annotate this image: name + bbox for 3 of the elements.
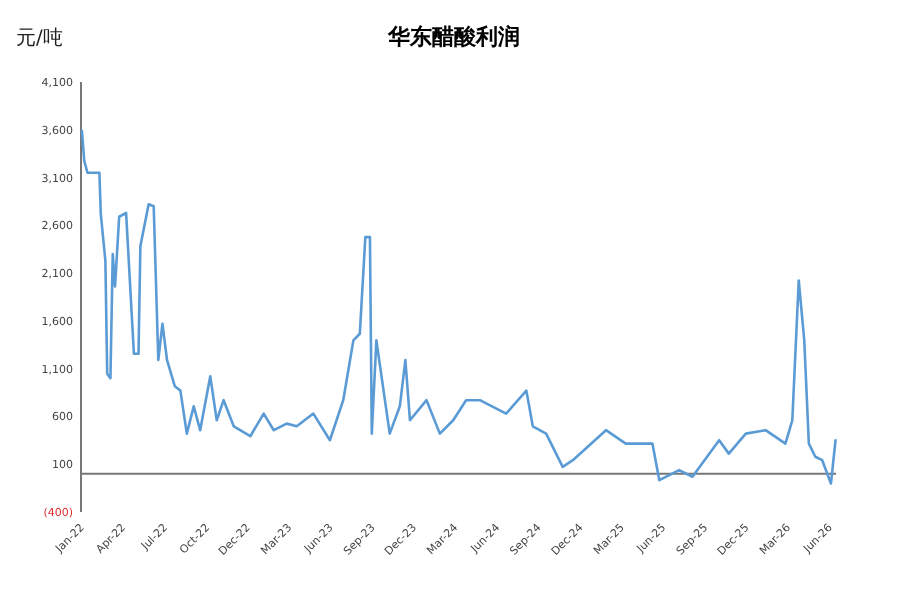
chart-title: 华东醋酸利润: [386, 24, 520, 50]
line-series: [80, 129, 837, 485]
y-axis-title: 元/吨: [16, 26, 63, 50]
